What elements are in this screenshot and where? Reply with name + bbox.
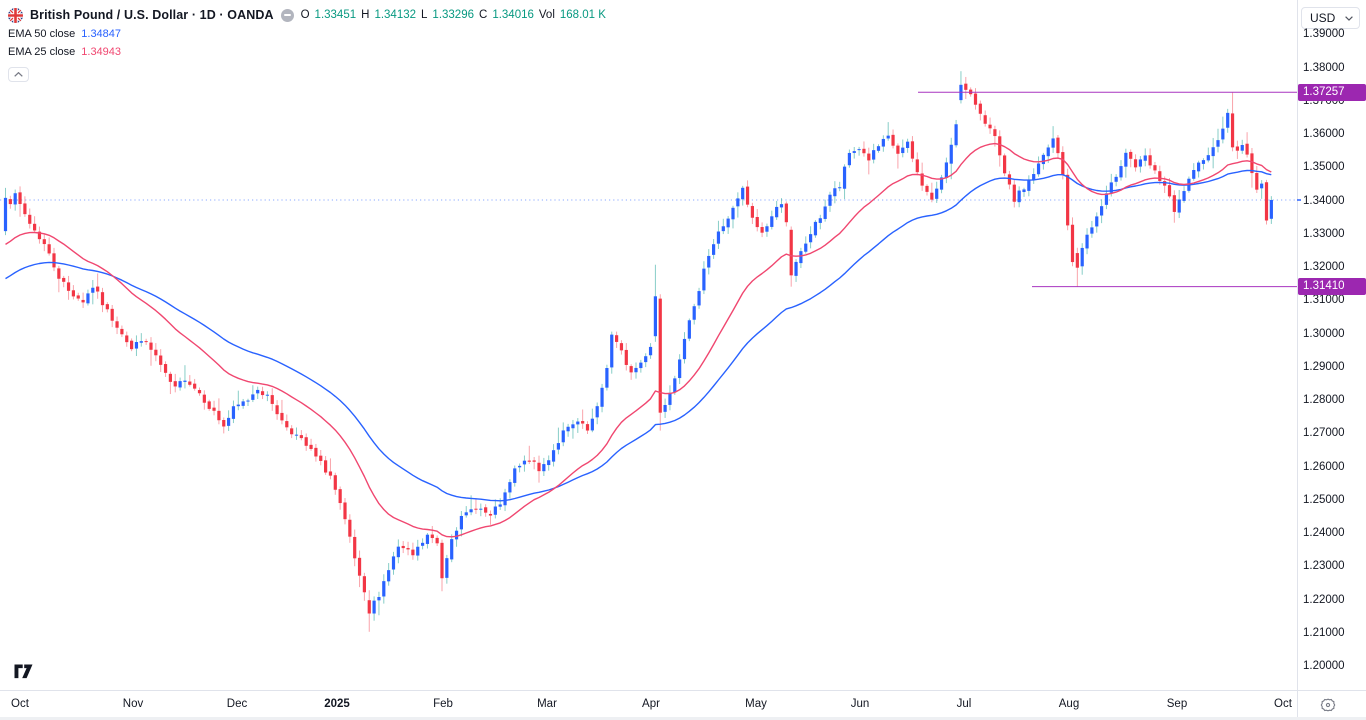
close-label: C <box>479 9 488 21</box>
currency-unit-button[interactable]: USD <box>1301 7 1360 29</box>
price-axis-label: 1.23000 <box>1303 560 1345 573</box>
price-axis-label: 1.36000 <box>1303 128 1345 141</box>
price-axis-label: 1.34000 <box>1303 194 1345 207</box>
symbol-flag-icon <box>8 7 23 23</box>
high-value: 1.34132 <box>374 9 417 21</box>
candles-layer <box>3 71 1273 632</box>
time-axis-label: Feb <box>433 698 453 710</box>
price-axis-label: 1.39000 <box>1303 28 1345 41</box>
chevron-down-icon <box>1345 15 1353 21</box>
price-axis-divider[interactable] <box>1297 0 1298 718</box>
price-axis-label: 1.33000 <box>1303 227 1345 240</box>
time-axis-label: Oct <box>11 698 29 710</box>
volume-value: 168.01 K <box>559 9 606 21</box>
time-axis-divider[interactable] <box>0 690 1366 691</box>
price-axis-label: 1.26000 <box>1303 460 1345 473</box>
time-axis-label: Jun <box>850 698 870 710</box>
time-axis-label: Nov <box>122 698 144 710</box>
chart-legend: British Pound / U.S. Dollar · 1D · OANDA… <box>8 6 606 82</box>
ema50-line <box>5 169 1272 502</box>
time-axis-label: 2025 <box>324 698 350 710</box>
time-axis-label: Sep <box>1166 698 1188 710</box>
time-axis-label: Aug <box>1058 698 1080 710</box>
price-level-badge-lower: 1.31410 <box>1298 278 1366 296</box>
price-axis-label: 1.25000 <box>1303 493 1345 506</box>
collapse-legend-button[interactable] <box>8 67 29 82</box>
price-axis-label: 1.22000 <box>1303 593 1345 606</box>
gear-icon[interactable] <box>1320 697 1336 713</box>
ema25-line <box>5 142 1272 538</box>
time-axis-label: Dec <box>226 698 248 710</box>
price-axis-label: 1.38000 <box>1303 61 1345 74</box>
low-label: L <box>421 9 428 21</box>
ema50-value: 1.34847 <box>81 27 122 40</box>
time-axis-label: Jul <box>956 698 972 710</box>
open-label: O <box>300 9 310 21</box>
ema25-label: EMA 25 close <box>8 46 76 58</box>
ema50-legend-row[interactable]: EMA 50 close 1.34847 <box>8 25 606 43</box>
ohlc-readout: O 1.33451 H 1.34132 L 1.33296 C 1.34016 Vol 1… <box>301 9 606 21</box>
close-value: 1.34016 <box>492 9 534 21</box>
ema50-label: EMA 50 close <box>8 27 76 40</box>
tradingview-logo[interactable] <box>14 664 33 684</box>
volume-label: Vol <box>538 9 555 21</box>
ema25-value: 1.34943 <box>81 46 122 58</box>
symbol-title[interactable]: British Pound / U.S. Dollar · 1D · OANDA <box>30 8 274 22</box>
price-axis-label: 1.28000 <box>1303 394 1345 407</box>
time-axis-label: Apr <box>642 698 660 710</box>
price-axis-label: 1.31000 <box>1303 294 1345 307</box>
ema25-legend-row[interactable]: EMA 25 close 1.34943 <box>8 43 606 61</box>
low-value: 1.33296 <box>432 9 474 21</box>
window-bottom-edge <box>0 717 1366 720</box>
price-axis-label: 1.21000 <box>1303 626 1345 639</box>
market-status-icon[interactable] <box>280 8 294 22</box>
price-axis-label: 1.24000 <box>1303 527 1345 540</box>
price-level-badge-upper: 1.37257 <box>1298 83 1366 101</box>
price-axis-label: 1.32000 <box>1303 261 1345 274</box>
price-axis-label: 1.30000 <box>1303 327 1345 340</box>
time-axis-label: May <box>745 698 767 710</box>
high-label: H <box>361 9 370 21</box>
chevron-up-icon <box>14 72 23 77</box>
time-axis-label: Oct <box>1274 698 1292 710</box>
price-axis-label: 1.35000 <box>1303 161 1345 174</box>
price-axis-label: 1.27000 <box>1303 427 1345 440</box>
price-axis-label: 1.20000 <box>1303 660 1345 673</box>
currency-unit-label: USD <box>1310 11 1336 25</box>
price-axis-label: 1.29000 <box>1303 360 1345 373</box>
time-axis-label: Mar <box>537 698 557 710</box>
last-price-tick <box>1297 199 1301 201</box>
open-value: 1.33451 <box>314 9 357 21</box>
